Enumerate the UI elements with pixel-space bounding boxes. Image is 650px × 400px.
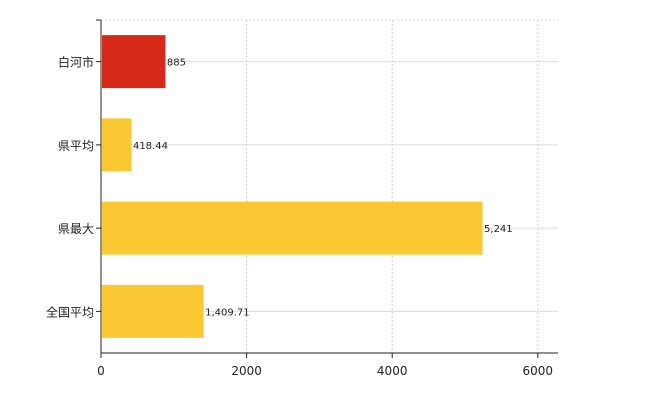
bar [102, 284, 204, 338]
bar [102, 201, 483, 255]
category-label: 全国平均 [46, 304, 94, 319]
data-label: 1,409.71 [205, 307, 250, 318]
data-label: 885 [167, 58, 186, 69]
labels: 885 白河市 418.44 県平均 5,241 県最大 1,409.71 全国平均 0 2000… [46, 55, 553, 378]
category-label: 県平均 [58, 139, 94, 153]
category-label: 県最大 [58, 222, 94, 236]
x-tick-label: 2000 [231, 364, 262, 378]
category-label: 白河市 [58, 55, 94, 70]
axes [96, 19, 558, 358]
x-tick-label: 6000 [523, 364, 554, 378]
bar [102, 35, 166, 89]
bar [102, 118, 132, 172]
x-tick-label: 4000 [377, 364, 408, 378]
bars [102, 35, 483, 338]
x-tick-label: 0 [97, 364, 105, 378]
data-label: 5,241 [484, 224, 513, 235]
data-label: 418.44 [133, 141, 168, 152]
